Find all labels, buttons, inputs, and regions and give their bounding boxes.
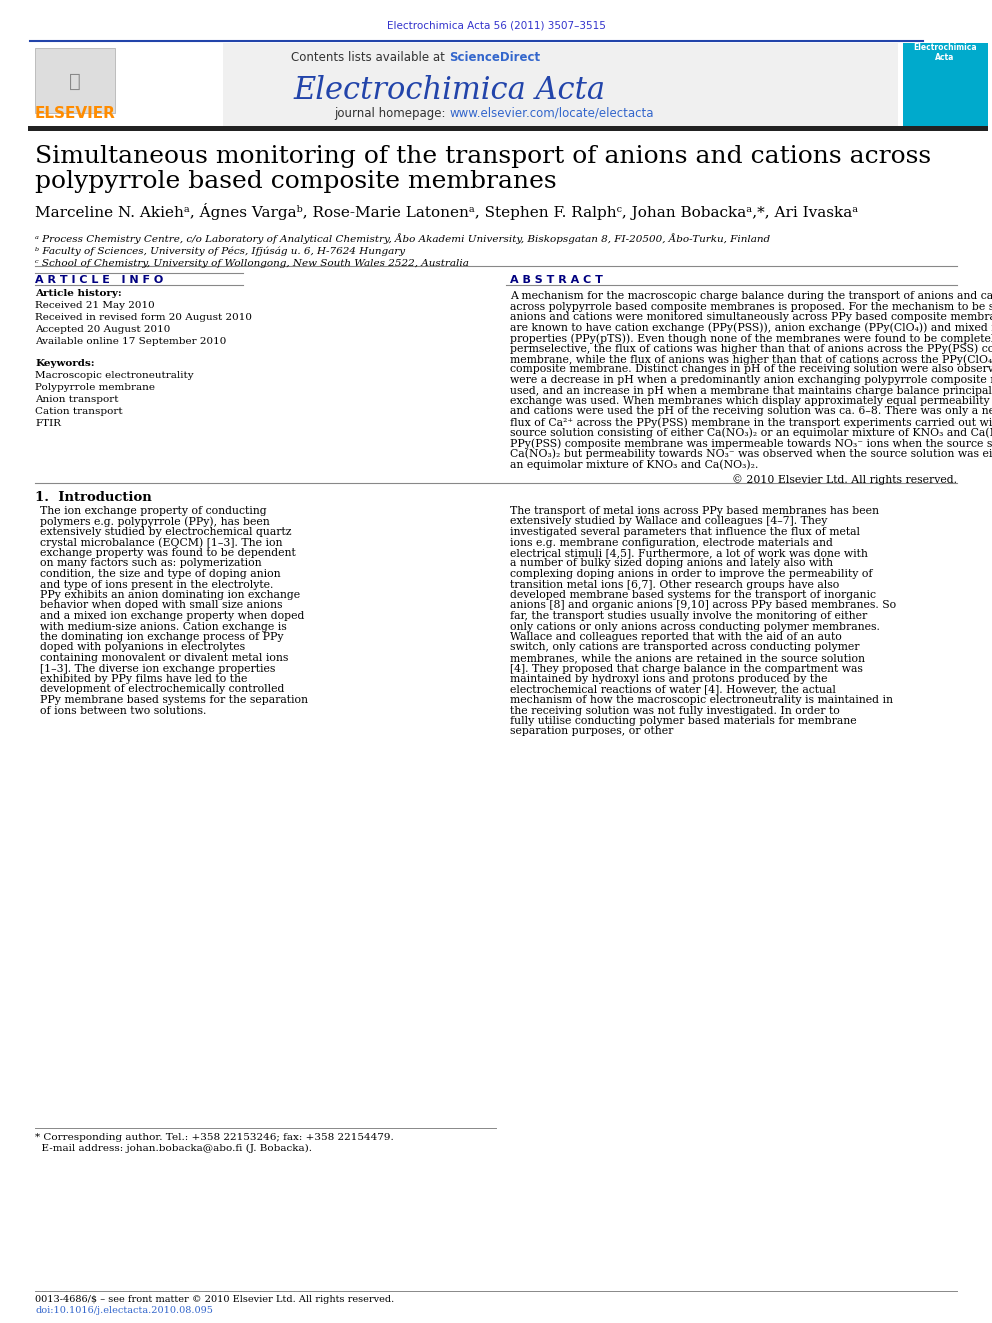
Text: electrical stimuli [4,5]. Furthermore, a lot of work was done with: electrical stimuli [4,5]. Furthermore, a… bbox=[510, 548, 868, 558]
Text: Article history:: Article history: bbox=[35, 288, 122, 298]
Text: were a decrease in pH when a predominantly anion exchanging polypyrrole composit: were a decrease in pH when a predominant… bbox=[510, 374, 992, 385]
Text: PPy(PSS) composite membrane was impermeable towards NO₃⁻ ions when the source so: PPy(PSS) composite membrane was impermea… bbox=[510, 438, 992, 448]
Text: of ions between two solutions.: of ions between two solutions. bbox=[40, 705, 206, 716]
Text: A B S T R A C T: A B S T R A C T bbox=[510, 275, 603, 284]
Text: ᵃ Process Chemistry Centre, c/o Laboratory of Analytical Chemistry, Åbo Akademi : ᵃ Process Chemistry Centre, c/o Laborato… bbox=[35, 233, 770, 243]
Text: Received 21 May 2010: Received 21 May 2010 bbox=[35, 302, 155, 310]
Text: 🌳: 🌳 bbox=[69, 71, 81, 90]
Text: membranes, while the anions are retained in the source solution: membranes, while the anions are retained… bbox=[510, 654, 865, 663]
Text: Wallace and colleagues reported that with the aid of an auto: Wallace and colleagues reported that wit… bbox=[510, 632, 842, 642]
Text: Keywords:: Keywords: bbox=[35, 359, 94, 368]
Text: far, the transport studies usually involve the monitoring of either: far, the transport studies usually invol… bbox=[510, 611, 867, 620]
Text: Simultaneous monitoring of the transport of anions and cations across: Simultaneous monitoring of the transport… bbox=[35, 146, 931, 168]
Text: Ca(NO₃)₂ but permeability towards NO₃⁻ was observed when the source solution was: Ca(NO₃)₂ but permeability towards NO₃⁻ w… bbox=[510, 448, 992, 459]
Text: FTIR: FTIR bbox=[35, 419, 61, 429]
Text: development of electrochemically controlled: development of electrochemically control… bbox=[40, 684, 285, 695]
Text: extensively studied by electrochemical quartz: extensively studied by electrochemical q… bbox=[40, 527, 292, 537]
Text: ᵇ Faculty of Sciences, University of Pécs, Ifjúság u. 6, H-7624 Hungary: ᵇ Faculty of Sciences, University of Péc… bbox=[35, 246, 405, 255]
Text: source solution consisting of either Ca(NO₃)₂ or an equimolar mixture of KNO₃ an: source solution consisting of either Ca(… bbox=[510, 427, 992, 438]
Text: switch, only cations are transported across conducting polymer: switch, only cations are transported acr… bbox=[510, 643, 859, 652]
Text: the receiving solution was not fully investigated. In order to: the receiving solution was not fully inv… bbox=[510, 705, 840, 716]
Text: Marceline N. Akiehᵃ, Ágnes Vargaᵇ, Rose-Marie Latonenᵃ, Stephen F. Ralphᶜ, Johan: Marceline N. Akiehᵃ, Ágnes Vargaᵇ, Rose-… bbox=[35, 202, 858, 220]
Text: the dominating ion exchange process of PPy: the dominating ion exchange process of P… bbox=[40, 632, 284, 642]
Text: are known to have cation exchange (PPy(PSS)), anion exchange (PPy(ClO₄)) and mix: are known to have cation exchange (PPy(P… bbox=[510, 323, 992, 333]
Text: doi:10.1016/j.electacta.2010.08.095: doi:10.1016/j.electacta.2010.08.095 bbox=[35, 1306, 213, 1315]
Text: across polypyrrole based composite membranes is proposed. For the mechanism to b: across polypyrrole based composite membr… bbox=[510, 302, 992, 311]
Text: A R T I C L E   I N F O: A R T I C L E I N F O bbox=[35, 275, 164, 284]
Text: [4]. They proposed that charge balance in the compartment was: [4]. They proposed that charge balance i… bbox=[510, 664, 863, 673]
Text: with medium-size anions. Cation exchange is: with medium-size anions. Cation exchange… bbox=[40, 622, 287, 631]
Text: transition metal ions [6,7]. Other research groups have also: transition metal ions [6,7]. Other resea… bbox=[510, 579, 839, 590]
Text: exhibited by PPy films have led to the: exhibited by PPy films have led to the bbox=[40, 673, 247, 684]
Text: extensively studied by Wallace and colleagues [4–7]. They: extensively studied by Wallace and colle… bbox=[510, 516, 827, 527]
Text: doped with polyanions in electrolytes: doped with polyanions in electrolytes bbox=[40, 643, 245, 652]
Text: 1.  Introduction: 1. Introduction bbox=[35, 491, 152, 504]
Bar bbox=[28, 44, 898, 128]
Bar bbox=[35, 48, 115, 112]
Text: condition, the size and type of doping anion: condition, the size and type of doping a… bbox=[40, 569, 281, 579]
Text: exchange was used. When membranes which display approximately equal permeability: exchange was used. When membranes which … bbox=[510, 396, 992, 406]
Text: only cations or only anions across conducting polymer membranes.: only cations or only anions across condu… bbox=[510, 622, 880, 631]
Text: Macroscopic electroneutrality: Macroscopic electroneutrality bbox=[35, 370, 193, 380]
Text: polypyrrole based composite membranes: polypyrrole based composite membranes bbox=[35, 169, 557, 193]
Text: flux of Ca²⁺ across the PPy(PSS) membrane in the transport experiments carried o: flux of Ca²⁺ across the PPy(PSS) membran… bbox=[510, 417, 992, 427]
Text: * Corresponding author. Tel.: +358 22153246; fax: +358 22154479.
  E-mail addres: * Corresponding author. Tel.: +358 22153… bbox=[35, 1132, 394, 1152]
Text: Electrochimica Acta 56 (2011) 3507–3515: Electrochimica Acta 56 (2011) 3507–3515 bbox=[387, 20, 605, 30]
Text: and type of ions present in the electrolyte.: and type of ions present in the electrol… bbox=[40, 579, 274, 590]
Text: on many factors such as: polymerization: on many factors such as: polymerization bbox=[40, 558, 262, 569]
Bar bbox=[28, 44, 223, 128]
Bar bbox=[28, 126, 988, 131]
Text: developed membrane based systems for the transport of inorganic: developed membrane based systems for the… bbox=[510, 590, 876, 601]
Text: Electrochimica
Acta: Electrochimica Acta bbox=[914, 44, 977, 62]
Text: used, and an increase in pH when a membrane that maintains charge balance princi: used, and an increase in pH when a membr… bbox=[510, 385, 992, 396]
Text: PPy exhibits an anion dominating ion exchange: PPy exhibits an anion dominating ion exc… bbox=[40, 590, 301, 601]
Text: PPy membrane based systems for the separation: PPy membrane based systems for the separ… bbox=[40, 695, 308, 705]
Text: properties (PPy(pTS)). Even though none of the membranes were found to be comple: properties (PPy(pTS)). Even though none … bbox=[510, 333, 992, 344]
Bar bbox=[903, 44, 988, 128]
Text: complexing doping anions in order to improve the permeability of: complexing doping anions in order to imp… bbox=[510, 569, 873, 579]
Text: ᶜ School of Chemistry, University of Wollongong, New South Wales 2522, Australia: ᶜ School of Chemistry, University of Wol… bbox=[35, 259, 469, 269]
Text: membrane, while the flux of anions was higher than that of cations across the PP: membrane, while the flux of anions was h… bbox=[510, 355, 992, 365]
Text: www.elsevier.com/locate/electacta: www.elsevier.com/locate/electacta bbox=[449, 107, 654, 120]
Text: mechanism of how the macroscopic electroneutrality is maintained in: mechanism of how the macroscopic electro… bbox=[510, 695, 893, 705]
Text: Accepted 20 August 2010: Accepted 20 August 2010 bbox=[35, 325, 171, 333]
Text: ScienceDirect: ScienceDirect bbox=[449, 52, 540, 64]
Text: Received in revised form 20 August 2010: Received in revised form 20 August 2010 bbox=[35, 314, 252, 321]
Text: Available online 17 September 2010: Available online 17 September 2010 bbox=[35, 337, 226, 347]
Text: The ion exchange property of conducting: The ion exchange property of conducting bbox=[40, 505, 267, 516]
Text: investigated several parameters that influence the flux of metal: investigated several parameters that inf… bbox=[510, 527, 860, 537]
Text: ions e.g. membrane configuration, electrode materials and: ions e.g. membrane configuration, electr… bbox=[510, 537, 833, 548]
Text: [1–3]. The diverse ion exchange properties: [1–3]. The diverse ion exchange properti… bbox=[40, 664, 276, 673]
Text: crystal microbalance (EQCM) [1–3]. The ion: crystal microbalance (EQCM) [1–3]. The i… bbox=[40, 537, 283, 548]
Text: maintained by hydroxyl ions and protons produced by the: maintained by hydroxyl ions and protons … bbox=[510, 673, 827, 684]
Text: Electrochimica Acta: Electrochimica Acta bbox=[293, 75, 605, 106]
Text: and cations were used the pH of the receiving solution was ca. 6–8. There was on: and cations were used the pH of the rece… bbox=[510, 406, 992, 417]
Text: anions and cations were monitored simultaneously across PPy based composite memb: anions and cations were monitored simult… bbox=[510, 312, 992, 321]
Text: Contents lists available at: Contents lists available at bbox=[292, 52, 449, 64]
Text: polymers e.g. polypyrrole (PPy), has been: polymers e.g. polypyrrole (PPy), has bee… bbox=[40, 516, 270, 527]
Text: journal homepage:: journal homepage: bbox=[333, 107, 449, 120]
Text: an equimolar mixture of KNO₃ and Ca(NO₃)₂.: an equimolar mixture of KNO₃ and Ca(NO₃)… bbox=[510, 459, 758, 470]
Text: exchange property was found to be dependent: exchange property was found to be depend… bbox=[40, 548, 296, 558]
Text: separation purposes, or other: separation purposes, or other bbox=[510, 726, 674, 737]
Text: 0013-4686/$ – see front matter © 2010 Elsevier Ltd. All rights reserved.: 0013-4686/$ – see front matter © 2010 El… bbox=[35, 1295, 394, 1304]
Text: and a mixed ion exchange property when doped: and a mixed ion exchange property when d… bbox=[40, 611, 305, 620]
Text: a number of bulky sized doping anions and lately also with: a number of bulky sized doping anions an… bbox=[510, 558, 833, 569]
Text: containing monovalent or divalent metal ions: containing monovalent or divalent metal … bbox=[40, 654, 289, 663]
Text: A mechanism for the macroscopic charge balance during the transport of anions an: A mechanism for the macroscopic charge b… bbox=[510, 291, 992, 302]
Text: anions [8] and organic anions [9,10] across PPy based membranes. So: anions [8] and organic anions [9,10] acr… bbox=[510, 601, 896, 610]
Text: ELSEVIER: ELSEVIER bbox=[35, 106, 115, 120]
Text: Cation transport: Cation transport bbox=[35, 407, 123, 415]
Text: The transport of metal ions across PPy based membranes has been: The transport of metal ions across PPy b… bbox=[510, 505, 879, 516]
Text: composite membrane. Distinct changes in pH of the receiving solution were also o: composite membrane. Distinct changes in … bbox=[510, 365, 992, 374]
Text: behavior when doped with small size anions: behavior when doped with small size anio… bbox=[40, 601, 283, 610]
Text: electrochemical reactions of water [4]. However, the actual: electrochemical reactions of water [4]. … bbox=[510, 684, 836, 695]
Text: Polypyrrole membrane: Polypyrrole membrane bbox=[35, 382, 155, 392]
Text: © 2010 Elsevier Ltd. All rights reserved.: © 2010 Elsevier Ltd. All rights reserved… bbox=[732, 475, 957, 486]
Text: permselective, the flux of cations was higher than that of anions across the PPy: permselective, the flux of cations was h… bbox=[510, 344, 992, 355]
Text: fully utilise conducting polymer based materials for membrane: fully utilise conducting polymer based m… bbox=[510, 716, 857, 726]
Text: Anion transport: Anion transport bbox=[35, 396, 118, 404]
